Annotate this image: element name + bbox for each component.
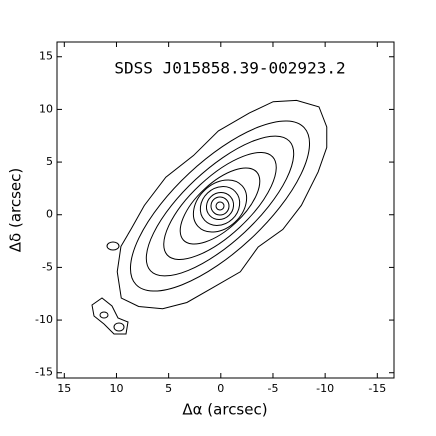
annotation: SDSS J015858.39-002923.2 xyxy=(114,59,345,78)
contour xyxy=(116,99,328,310)
y-tick-label: -10 xyxy=(35,313,53,326)
y-tick-label: 0 xyxy=(46,208,53,221)
y-tick-label: 15 xyxy=(39,50,53,63)
contour xyxy=(145,135,295,277)
contour xyxy=(215,201,225,211)
contour xyxy=(99,311,109,319)
y-tick-label: 10 xyxy=(39,102,53,115)
contour xyxy=(205,192,235,220)
contour xyxy=(192,179,248,233)
x-tick-label: -5 xyxy=(267,382,278,395)
contour xyxy=(113,322,125,332)
contours xyxy=(116,99,328,310)
x-tick-label: -10 xyxy=(316,382,334,395)
contour xyxy=(163,152,277,260)
plot-frame xyxy=(56,41,395,379)
contour xyxy=(210,196,230,216)
y-tick-label: -5 xyxy=(42,260,53,273)
contour xyxy=(91,297,129,335)
x-axis-label: Δα (arcsec) xyxy=(182,401,267,419)
x-tick-label: -15 xyxy=(368,382,386,395)
x-tick-label: 15 xyxy=(57,382,71,395)
contour xyxy=(106,241,120,251)
contour xyxy=(199,186,241,226)
contour xyxy=(179,167,261,245)
x-tick-label: 5 xyxy=(165,382,172,395)
y-tick-label: -15 xyxy=(35,366,53,379)
y-axis-label: Δδ (arcsec) xyxy=(7,168,25,252)
x-tick-label: 10 xyxy=(109,382,123,395)
x-tick-label: 0 xyxy=(217,382,224,395)
y-tick-label: 5 xyxy=(46,155,53,168)
contour xyxy=(129,120,311,292)
